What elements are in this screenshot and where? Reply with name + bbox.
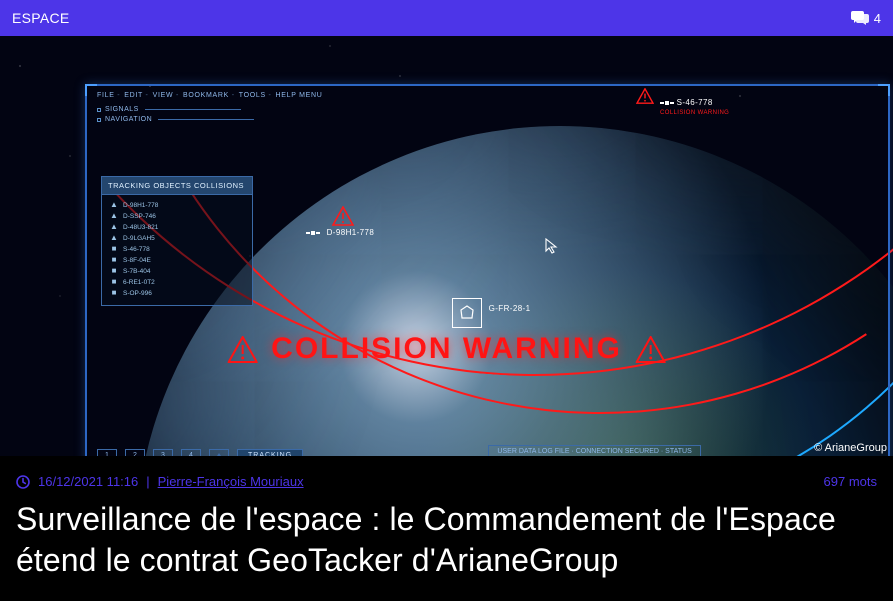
tracking-button: TRACKING	[237, 449, 303, 456]
clock-icon	[16, 475, 30, 489]
author-link[interactable]: Pierre-François Mouriaux	[158, 474, 304, 489]
article-meta: 16/12/2021 11:16 | Pierre-François Mouri…	[0, 456, 893, 499]
meta-separator: |	[146, 474, 149, 489]
category-label[interactable]: ESPACE	[12, 10, 70, 26]
article-title: Surveillance de l'espace : le Commandeme…	[0, 499, 893, 601]
publish-datetime: 16/12/2021 11:16	[38, 474, 138, 489]
comments-icon	[851, 11, 869, 25]
hud-mini-3: 3	[153, 449, 173, 457]
hud-mini-1: 1	[97, 449, 117, 457]
hud-subrows: SIGNALS NAVIGATION	[97, 106, 254, 123]
tracking-panel-title: TRACKING OBJECTS COLLISIONS	[102, 177, 252, 195]
hud-status-box: USER DATA LOG FILE · CONNECTION SECURED …	[488, 445, 700, 456]
hud-bottom-strip: 1 2 3 4 TRACKING USER DATA LOG FILE · CO…	[97, 445, 878, 456]
word-count: 697 mots	[824, 474, 877, 489]
category-bar: ESPACE 4	[0, 0, 893, 36]
image-credit: © ArianeGroup	[814, 442, 887, 454]
hero-image: S-46-778 COLLISION WARNING D-98H1-778 G-…	[0, 36, 893, 456]
hud-mini-5	[209, 449, 229, 457]
comments-link[interactable]: 4	[851, 11, 881, 26]
tracking-panel: TRACKING OBJECTS COLLISIONS ▲D-98H1-778 …	[101, 176, 253, 306]
hud-menubar: FILE EDIT VIEW BOOKMARK TOOLS HELP MENU	[97, 92, 323, 99]
hud-frame: FILE EDIT VIEW BOOKMARK TOOLS HELP MENU …	[85, 84, 890, 456]
hud-mini-4: 4	[181, 449, 201, 457]
tracking-list: ▲D-98H1-778 ▲D-SSP-746 ▲D-48U3-821 ▲D-9L…	[102, 195, 252, 305]
hud-mini-2: 2	[125, 449, 145, 457]
comments-count: 4	[874, 11, 881, 26]
